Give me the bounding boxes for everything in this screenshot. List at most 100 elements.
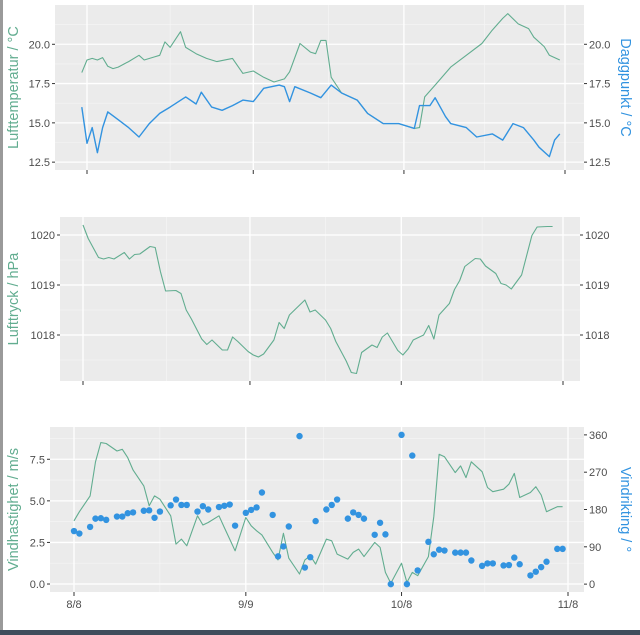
panel-3: 0.0 2.5 5.0 7.5 0 90 180 270 360 8/8 9/9 10/8 11/8 Vi…	[6, 427, 633, 611]
scatter-point	[156, 508, 164, 515]
y-tick-label: 1018	[31, 330, 55, 342]
scatter-point	[205, 506, 212, 513]
scatter-point	[221, 502, 228, 509]
scatter-point	[505, 561, 513, 569]
scatter-point	[307, 553, 314, 561]
scatter-point	[441, 547, 448, 554]
x-tick-label: 9/9	[238, 599, 253, 611]
series-line-daggpunkt	[81, 84, 561, 158]
scatter-point	[113, 513, 121, 520]
scatter-point	[258, 489, 266, 496]
scatter-point	[215, 503, 223, 511]
scatter-point	[511, 554, 518, 561]
scatter-point	[172, 496, 180, 503]
scatter-point	[484, 560, 491, 567]
scatter-point	[462, 549, 470, 556]
scatter-point	[253, 504, 260, 511]
scatter-point	[247, 506, 255, 514]
scatter-point	[425, 538, 432, 546]
plot-background	[60, 217, 580, 381]
scatter-point	[231, 522, 239, 529]
scatter-point	[355, 511, 362, 519]
x-tick-label: 11/8	[558, 599, 579, 611]
scatter-point	[398, 431, 405, 439]
scatter-point	[489, 560, 497, 567]
scatter-point	[178, 501, 185, 509]
y-tick-label: 5.0	[30, 496, 45, 508]
scatter-point	[328, 501, 335, 509]
scatter-point	[124, 510, 131, 517]
scatter-point	[382, 531, 389, 538]
scatter-point	[403, 580, 411, 588]
scatter-point	[409, 452, 416, 459]
y-right-tick-label: 15.0	[589, 118, 610, 130]
scatter-point	[76, 530, 83, 537]
scatter-point	[323, 506, 330, 513]
scatter-point	[532, 568, 539, 575]
scatter-point	[70, 527, 78, 535]
series-line-lufttryck	[82, 224, 553, 375]
y-right-tick-label: 180	[589, 505, 607, 517]
y-right-tick-label: 17.5	[589, 79, 610, 91]
series-line-vindhastighet	[73, 442, 563, 584]
scatter-point	[376, 519, 384, 526]
scatter-point	[242, 509, 250, 517]
y-tick-label: 1019	[31, 280, 55, 292]
scatter-point	[543, 558, 550, 565]
y-tick-label: 0.0	[30, 579, 45, 591]
scatter-point	[387, 580, 395, 588]
scatter-point	[516, 561, 523, 568]
y-right-tick-label: 360	[589, 430, 607, 442]
scatter-point	[183, 501, 190, 509]
y-right-tick-label: 12.5	[589, 157, 610, 169]
scatter-point	[140, 507, 148, 514]
scatter-point	[167, 502, 174, 509]
y-tick-label: 17.5	[29, 79, 50, 91]
y-right-tick-label: 1020	[585, 230, 609, 242]
scatter-point	[103, 516, 110, 524]
scatter-point	[285, 523, 292, 530]
y-axis-title-right: Vindrikting / °	[617, 467, 633, 552]
scatter-point	[360, 515, 368, 522]
scatter-point	[145, 507, 153, 514]
scatter-point	[296, 432, 303, 440]
y-tick-label: 1020	[31, 230, 55, 242]
scatter-point	[269, 511, 276, 519]
y-tick-label: 15.0	[29, 118, 50, 130]
y-right-tick-label: 0	[589, 579, 595, 591]
scatter-point	[537, 563, 545, 571]
y-axis-title-left: Lufttryck / hPa	[6, 252, 22, 346]
scatter-point	[97, 515, 105, 522]
scatter-point	[559, 545, 566, 553]
y-tick-label: 12.5	[29, 157, 50, 169]
plot-background	[55, 5, 584, 170]
y-axis-title-left: Vindhastighet / m/s	[6, 448, 22, 571]
y-right-tick-label: 1019	[585, 280, 609, 292]
x-tick-label: 10/8	[391, 599, 412, 611]
y-tick-label: 2.5	[30, 537, 45, 549]
scatter-point	[333, 496, 341, 503]
scatter-point	[457, 549, 464, 556]
y-right-tick-label: 1018	[585, 330, 609, 342]
scatter-point	[86, 523, 94, 531]
y-tick-label: 7.5	[30, 454, 45, 466]
x-tick-label: 8/8	[66, 599, 81, 611]
scatter-point	[430, 551, 437, 558]
series-line-lufttemperatur	[81, 13, 561, 129]
scatter-point	[274, 553, 282, 560]
scatter-point	[344, 515, 352, 522]
scatter-point	[119, 513, 126, 520]
scatter-point	[280, 543, 287, 550]
scatter-point	[452, 549, 459, 556]
y-tick-label: 20.0	[29, 39, 50, 51]
scatter-point	[371, 531, 378, 538]
scatter-point	[350, 509, 357, 516]
scatter-point	[199, 502, 207, 510]
scatter-point	[468, 557, 475, 564]
y-axis-title-right: Daggpunkt / °C	[617, 38, 633, 137]
scatter-point	[129, 509, 137, 516]
scatter-point	[414, 567, 421, 574]
y-right-tick-label: 270	[589, 467, 607, 479]
y-right-tick-label: 20.0	[589, 39, 610, 51]
